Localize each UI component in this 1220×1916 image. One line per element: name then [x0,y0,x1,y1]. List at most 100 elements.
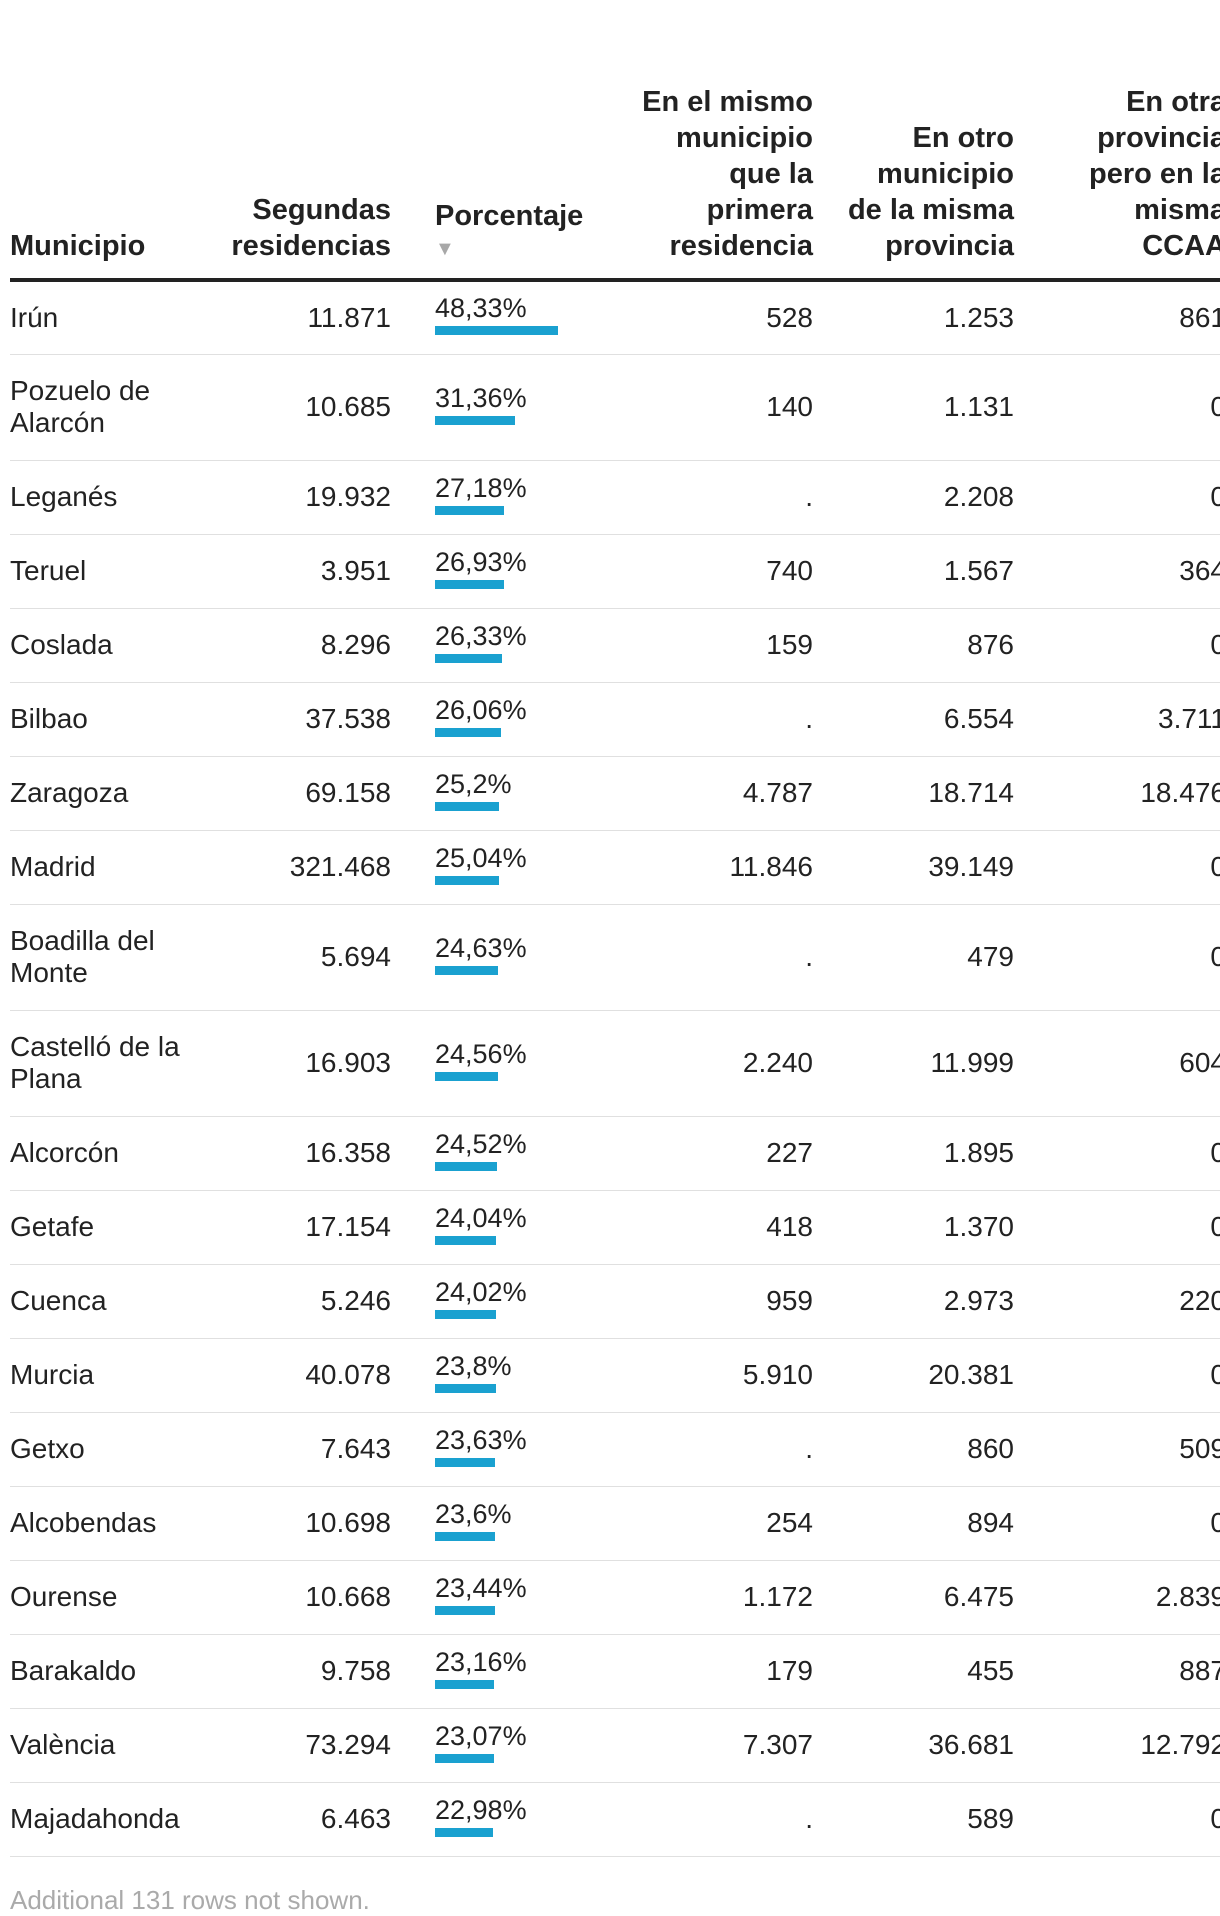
cell-otro-municipio: 6.475 [837,1560,1038,1635]
cell-segundas: 10.698 [210,1486,415,1561]
porcentaje-value: 26,33% [435,620,527,651]
porcentaje-value: 23,07% [435,1720,527,1751]
table-row: Getxo 7.643 23,63%. 860 509 [10,1412,1220,1487]
cell-municipio: Ourense [10,1560,210,1635]
table-container: Municipio Segundas residencias Porcentaj… [10,0,1220,1916]
cell-segundas: 321.468 [210,830,415,905]
cell-porcentaje: 23,63% [415,1412,636,1487]
table-header: Municipio Segundas residencias Porcentaj… [10,0,1220,282]
porcentaje-bar [435,1531,495,1541]
cell-otra-provincia: 0 [1038,904,1220,1011]
cell-mismo-municipio: . [636,1412,837,1487]
table-body: Irún 11.871 48,33% 528 1.253 861 Pozuelo de Al… [10,280,1220,1857]
cell-municipio: Castelló de la Plana [10,1010,210,1117]
column-header-otro-municipio[interactable]: En otro municipio de la misma provincia [837,0,1038,282]
cell-municipio: Madrid [10,830,210,905]
cell-segundas: 9.758 [210,1634,415,1709]
otra-provincia-value: 0 [1210,1507,1220,1538]
cell-otro-municipio: 2.208 [837,460,1038,535]
cell-porcentaje: 24,63% [415,904,636,1011]
porcentaje-value: 24,02% [435,1276,527,1307]
cell-segundas: 10.685 [210,354,415,461]
cell-mismo-municipio: 5.910 [636,1338,837,1413]
cell-municipio: Bilbao [10,682,210,757]
cell-otro-municipio: 589 [837,1782,1038,1857]
cell-mismo-municipio: 1.172 [636,1560,837,1635]
otra-provincia-value: 0 [1210,481,1220,512]
cell-municipio: Getafe [10,1190,210,1265]
cell-mismo-municipio: 418 [636,1190,837,1265]
cell-otra-provincia: 509 [1038,1412,1220,1487]
table-row: Getafe 17.154 24,04% 418 1.370 0 [10,1190,1220,1265]
cell-otro-municipio: 860 [837,1412,1038,1487]
porcentaje-value: 23,8% [435,1350,512,1381]
column-header-porcentaje-label: Porcentaje [435,200,584,232]
table-row: Bilbao 37.538 26,06%. 6.554 3.711 [10,682,1220,757]
cell-otra-provincia: 2.839 [1038,1560,1220,1635]
cell-segundas: 73.294 [210,1708,415,1783]
porcentaje-value: 24,04% [435,1202,527,1233]
otra-provincia-value: 364 [1179,555,1220,586]
table-row: Alcobendas 10.698 23,6% 254 894 0 [10,1486,1220,1561]
cell-otra-provincia: 0 [1038,354,1220,461]
cell-porcentaje: 24,56% [415,1010,636,1117]
cell-porcentaje: 26,33% [415,608,636,683]
cell-otra-provincia: 861 [1038,280,1220,355]
cell-municipio: Barakaldo [10,1634,210,1709]
column-header-otra-provincia-label: En otra provincia pero en la misma CCAA [1089,86,1220,262]
cell-otra-provincia: 0 [1038,460,1220,535]
cell-municipio: Teruel [10,534,210,609]
cell-porcentaje: 24,52% [415,1116,636,1191]
porcentaje-bar [435,1605,495,1615]
cell-municipio: Majadahonda [10,1782,210,1857]
cell-otra-provincia: 0 [1038,1782,1220,1857]
cell-segundas: 37.538 [210,682,415,757]
table-row: Alcorcón 16.358 24,52% 227 1.895 0 [10,1116,1220,1191]
porcentaje-bar [435,1309,496,1319]
cell-otra-provincia: 0 [1038,1116,1220,1191]
cell-otro-municipio: 2.973 [837,1264,1038,1339]
otra-provincia-value: 18.476 [1140,777,1220,808]
cell-otra-provincia: 364 [1038,534,1220,609]
porcentaje-bar [435,579,504,589]
cell-municipio: Alcobendas [10,1486,210,1561]
column-header-segundas-label: Segundas residencias [231,194,391,262]
cell-porcentaje: 27,18% [415,460,636,535]
cell-otro-municipio: 36.681 [837,1708,1038,1783]
table-row: Castelló de la Plana 16.903 24,56% 2.240 11.… [10,1010,1220,1117]
porcentaje-bar [435,727,501,737]
cell-mismo-municipio: 179 [636,1634,837,1709]
column-header-otra-provincia[interactable]: En otra provincia pero en la misma CCAA [1038,0,1220,282]
cell-mismo-municipio: 11.846 [636,830,837,905]
cell-otro-municipio: 1.131 [837,354,1038,461]
porcentaje-bar [435,1457,495,1467]
table-row: Irún 11.871 48,33% 528 1.253 861 [10,280,1220,355]
otra-provincia-value: 3.711 [1158,703,1220,734]
cell-otra-provincia: 604 [1038,1010,1220,1117]
porcentaje-value: 31,36% [435,382,527,413]
column-header-porcentaje[interactable]: Porcentaje ▼ [415,0,636,282]
table-row: València 73.294 23,07% 7.307 36.681 12.792 [10,1708,1220,1783]
cell-porcentaje: 23,8% [415,1338,636,1413]
cell-mismo-municipio: 959 [636,1264,837,1339]
cell-mismo-municipio: 227 [636,1116,837,1191]
table-row: Leganés 19.932 27,18%. 2.208 0 [10,460,1220,535]
column-header-mismo-municipio[interactable]: En el mismo municipio que la primera res… [636,0,837,282]
cell-segundas: 19.932 [210,460,415,535]
column-header-segundas[interactable]: Segundas residencias [210,0,415,282]
otra-provincia-value: 0 [1210,629,1220,660]
column-header-mismo-municipio-label: En el mismo municipio que la primera res… [642,86,813,262]
cell-segundas: 16.358 [210,1116,415,1191]
cell-municipio: Murcia [10,1338,210,1413]
otra-provincia-value: 0 [1210,1137,1220,1168]
otra-provincia-value: 220 [1179,1285,1220,1316]
cell-segundas: 40.078 [210,1338,415,1413]
cell-segundas: 10.668 [210,1560,415,1635]
cell-otro-municipio: 455 [837,1634,1038,1709]
cell-porcentaje: 24,04% [415,1190,636,1265]
otra-provincia-value: 0 [1210,851,1220,882]
cell-mismo-municipio: 4.787 [636,756,837,831]
cell-otra-provincia: 12.792 [1038,1708,1220,1783]
footnote: Additional 131 rows not shown. [10,1885,370,1915]
column-header-municipio[interactable]: Municipio [10,0,210,282]
